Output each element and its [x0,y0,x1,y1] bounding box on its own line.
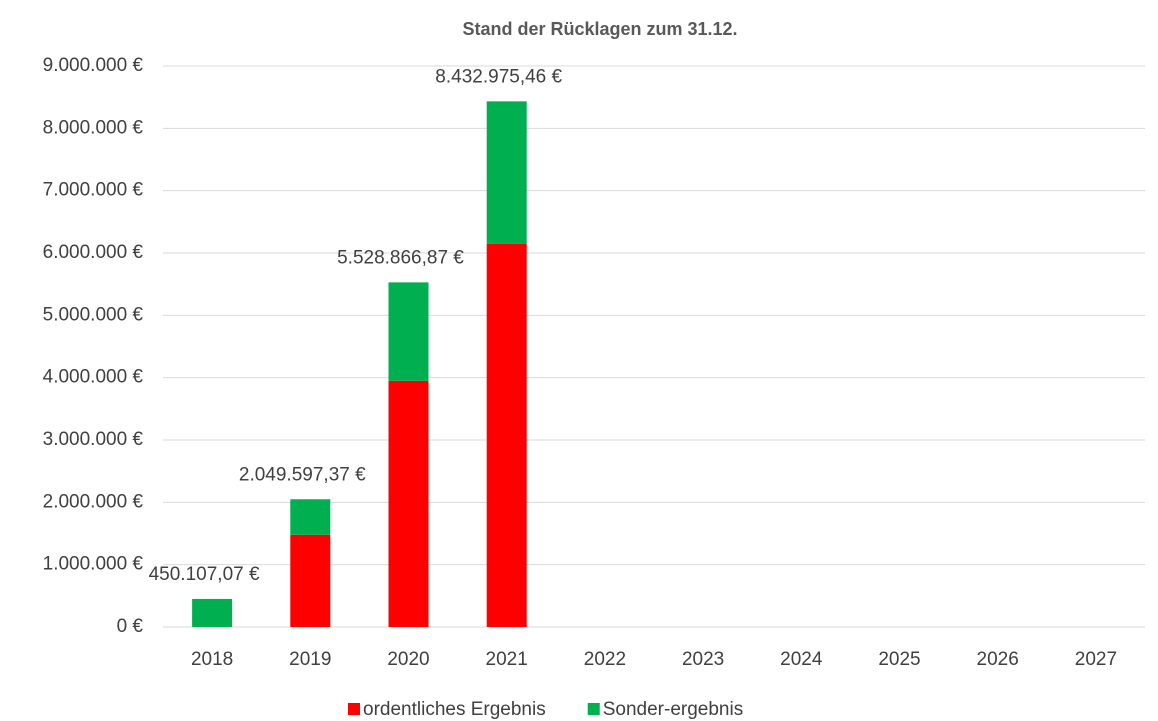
x-tick-label: 2025 [878,649,920,670]
bar-segment [388,282,429,381]
x-tick-label: 2026 [977,649,1019,670]
y-tick-label: 2.000.000 € [43,491,144,512]
y-tick-label: 0 € [117,616,144,637]
total-label: 2.049.597,37 € [239,464,366,485]
x-tick-label: 2027 [1075,649,1117,670]
x-tick-label: 2022 [584,649,626,670]
x-tick-label: 2021 [486,649,528,670]
chart-title: Stand der Rücklagen zum 31.12. [462,19,737,39]
total-label: 450.107,07 € [149,564,260,585]
x-tick-label: 2024 [780,649,823,670]
legend-swatch [348,703,360,715]
legend-swatch [587,703,600,715]
bar-segment [486,243,527,627]
bar-segment [290,499,331,535]
total-label: 5.528.866,87 € [337,247,464,268]
y-tick-label: 5.000.000 € [43,304,144,325]
y-tick-label: 3.000.000 € [43,429,144,450]
x-tick-label: 2020 [387,649,429,670]
bar-segment [192,598,233,627]
y-tick-label: 7.000.000 € [43,180,144,201]
total-label: 8.432.975,46 € [435,66,562,87]
y-tick-label: 1.000.000 € [43,554,144,575]
x-tick-label: 2019 [289,649,331,670]
legend-label: Sonder-ergebnis [603,699,743,720]
bar-segment [388,380,429,627]
y-tick-label: 6.000.000 € [43,242,144,263]
bar-segment [290,534,331,627]
bar-segment [486,101,527,244]
y-tick-label: 8.000.000 € [43,117,144,138]
y-tick-label: 9.000.000 € [43,55,144,76]
legend-label: ordentliches Ergebnis [363,699,546,720]
x-tick-label: 2023 [682,649,724,670]
y-tick-label: 4.000.000 € [43,367,144,388]
x-tick-label: 2018 [191,649,233,670]
